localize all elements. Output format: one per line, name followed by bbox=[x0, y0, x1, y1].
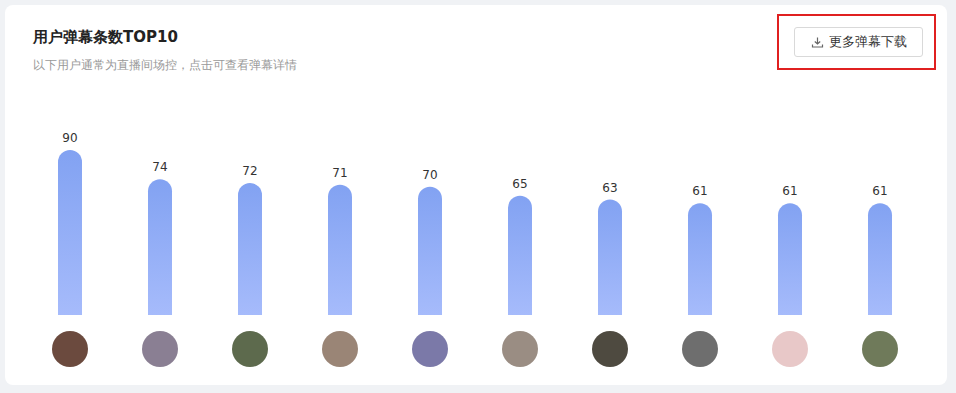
svg-text:61: 61 bbox=[872, 184, 887, 198]
svg-text:63: 63 bbox=[602, 181, 617, 195]
svg-text:61: 61 bbox=[782, 184, 797, 198]
html-text:以下用户通常为直播间场控，点击可查看弹幕详情: 以下用户通常为直播间场控，点击可查看弹幕详情 bbox=[33, 58, 297, 72]
svg-text:90: 90 bbox=[62, 131, 77, 145]
svg-text:71: 71 bbox=[332, 166, 347, 180]
svg-text:74: 74 bbox=[152, 160, 167, 174]
html-text:用户弹幕条数TOP10: 用户弹幕条数TOP10 bbox=[33, 28, 178, 46]
svg-text:70: 70 bbox=[422, 168, 437, 182]
svg-text:65: 65 bbox=[512, 177, 527, 191]
html-text:更多弹幕下载: 更多弹幕下载 bbox=[828, 34, 907, 49]
svg-text:72: 72 bbox=[242, 164, 257, 178]
svg-text:61: 61 bbox=[692, 184, 707, 198]
